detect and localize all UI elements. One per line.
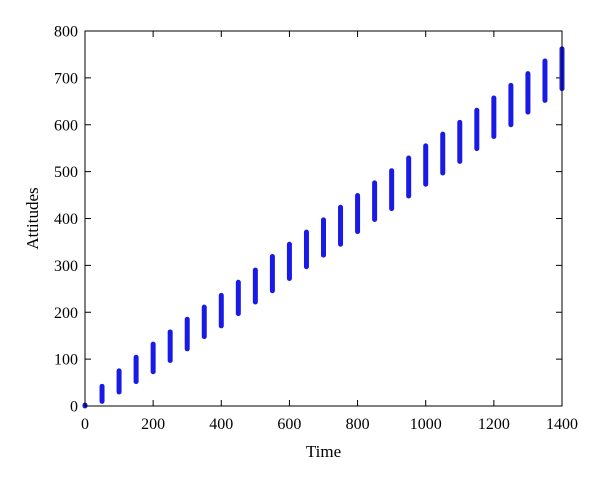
y-tick-label: 400 — [54, 211, 78, 228]
y-tick-label: 600 — [54, 117, 78, 134]
y-tick-label: 200 — [54, 305, 78, 322]
x-tick-label: 200 — [141, 416, 165, 433]
data-series — [82, 46, 565, 409]
x-tick-label: 600 — [277, 416, 301, 433]
plot-frame — [84, 30, 563, 407]
y-tick-label: 0 — [70, 399, 78, 416]
x-tick-label: 1400 — [546, 416, 578, 433]
y-tick-label: 500 — [54, 164, 78, 181]
x-ticks: 0 200 400 600 800 1000 1200 1400 — [81, 31, 578, 433]
x-tick-label: 1000 — [410, 416, 442, 433]
x-tick-label: 0 — [81, 416, 89, 433]
y-tick-label: 800 — [54, 24, 78, 41]
y-tick-label: 100 — [54, 352, 78, 369]
x-tick-label: 1200 — [478, 416, 510, 433]
x-axis-title: Time — [306, 442, 341, 461]
y-axis-title: Attitudes — [23, 187, 42, 249]
y-tick-label: 700 — [54, 70, 78, 87]
x-tick-label: 400 — [209, 416, 233, 433]
x-tick-label: 800 — [346, 416, 370, 433]
y-tick-label: 300 — [54, 258, 78, 275]
y-ticks: 0 100 200 300 400 500 600 700 800 — [54, 24, 562, 416]
